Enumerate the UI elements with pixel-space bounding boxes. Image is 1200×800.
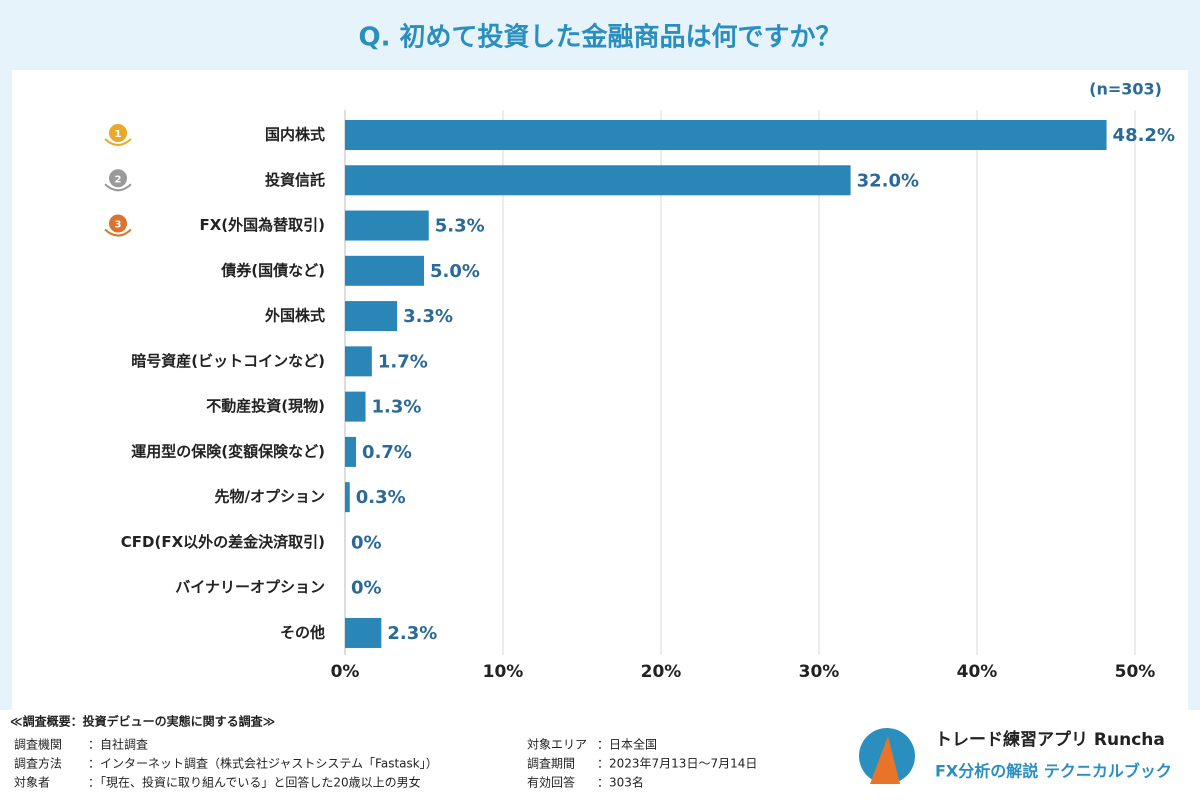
category-label: 先物/オプション [215,488,325,506]
value-label: 0% [351,532,382,553]
bar [345,436,357,467]
brand-tagline: FX分析の解説 テクニカルブック [935,762,1172,781]
rank-badge [107,212,129,235]
footer-label: 有効回答 [527,775,575,790]
footer-value: ：日本全国 [597,737,657,752]
footer-heading: ≪調査概要：投資デビューの実態に関する調査≫ [10,714,275,729]
bar [345,617,382,648]
rank-badge-wreath [104,138,132,146]
rank-badge-number: 1 [115,129,122,140]
category-label: 投資信託 [265,171,325,189]
category-label: CFD(FX以外の差金決済取引) [121,533,325,551]
rank-badge-number: 3 [115,220,122,231]
footer-value: ：「現在、投資に取り組んでいる」と回答した20歳以上の男女 [88,775,421,790]
value-label: 1.3% [372,397,422,418]
x-tick-label: 40% [957,662,998,682]
category-label: その他 [280,623,325,641]
x-tick-label: 20% [641,662,682,682]
category-label: バイナリーオプション [175,578,325,596]
rank-badge-wreath [104,228,132,237]
category-label: 外国株式 [264,307,325,325]
bar [345,391,366,422]
brand-name: トレード練習アプリ Runcha [935,729,1165,750]
value-label: 1.7% [378,351,428,372]
footer-label: 対象エリア [527,738,587,752]
category-label: 不動産投資(現物) [206,397,325,415]
value-label: 32.0% [857,170,919,191]
footer-label: 調査方法 [14,756,62,771]
bar [345,120,1107,150]
rank-badge-wreath [104,183,132,192]
brand-logo-mark [870,736,900,784]
footer-value: ：303名 [597,775,644,790]
value-label: 5.3% [435,216,485,237]
category-label: 暗号資産(ビットコインなど) [131,352,325,370]
rank-badge [107,122,129,144]
category-label: 運用型の保険(変額保険など) [131,442,325,460]
value-label: 0% [351,578,382,599]
chart-title: Q. 初めて投資した金融商品は何ですか？ [358,22,841,53]
value-label: 0.3% [356,487,406,508]
footer-panel [0,710,1200,800]
footer-value: ：インターネット調査（株式会社ジャストシステム「Fastask」） [88,756,438,771]
value-label: 0.7% [362,442,412,463]
x-tick-label: 30% [799,662,840,682]
footer-label: 対象者 [14,776,50,790]
footer-label: 調査期間 [527,757,575,771]
x-tick-label: 10% [483,662,524,682]
value-label: 3.3% [403,306,453,327]
rank-badge-number: 2 [115,174,122,185]
bar [345,165,851,196]
bar [345,301,398,332]
value-label: 2.3% [387,623,437,644]
x-tick-label: 50% [1115,662,1156,682]
value-label: 48.2% [1113,125,1175,146]
bar [345,346,372,377]
rank-badge [107,167,129,190]
category-label: 国内株式 [265,126,325,144]
value-label: 5.0% [430,261,480,282]
category-label: 債券(国債など) [220,261,325,279]
category-label: FX(外国為替取引) [199,216,325,234]
footer-value: ：2023年7月13日〜7月14日 [597,757,757,771]
footer-label: 調査機関 [14,737,62,752]
bar [345,255,424,286]
bar [345,482,350,513]
footer-value: ：自社調査 [88,737,148,752]
x-tick-label: 0% [331,662,360,682]
bar [345,210,429,241]
sample-note: (n=303) [1089,80,1162,99]
